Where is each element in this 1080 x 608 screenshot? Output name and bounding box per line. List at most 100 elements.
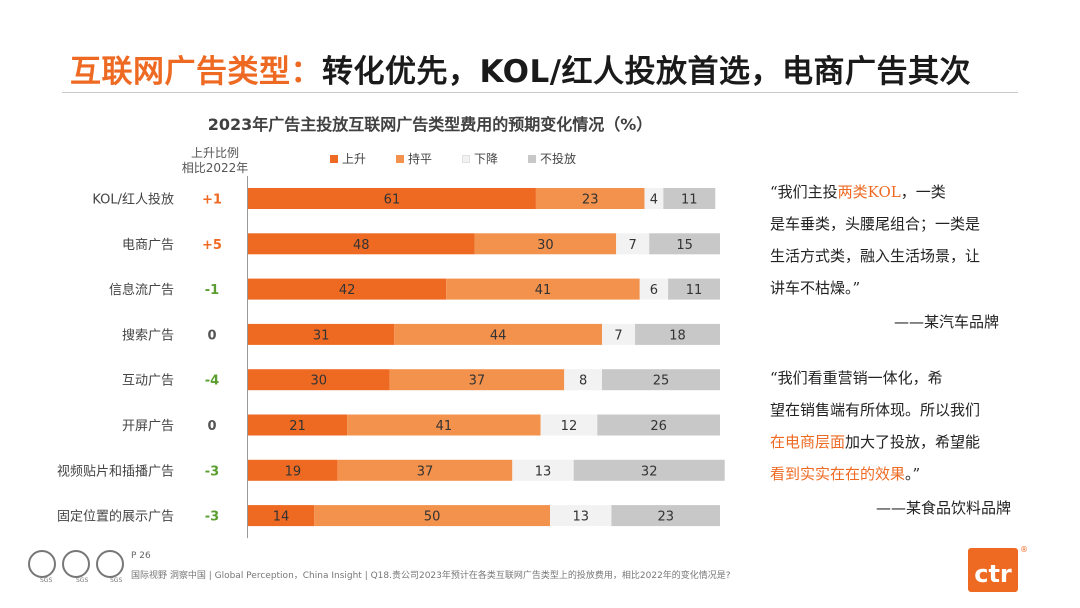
sgs-certification-icon-2 bbox=[62, 550, 90, 578]
bar-value-label: 7 bbox=[629, 238, 637, 253]
quote-food-brand-line: 在电商层面加大了投放，希望能 bbox=[770, 426, 1030, 458]
bar-value-label: 8 bbox=[579, 374, 587, 389]
bar-segment-持平 bbox=[446, 278, 640, 300]
bar-value-label: 61 bbox=[384, 193, 401, 208]
bar-value-label: 6 bbox=[650, 283, 658, 298]
sgs-certification-icon-3 bbox=[96, 550, 124, 578]
quote-auto-brand-text: ，一类 bbox=[900, 183, 946, 201]
rise-change-label: -1 bbox=[205, 283, 219, 298]
quote-food-brand-line: 看到实实在在的效果。” bbox=[770, 458, 1030, 490]
rise-column-header: 上升比例 相比2022年 bbox=[170, 146, 260, 176]
quote-auto-brand-text: 生活方式类，融入生活场景，让 bbox=[770, 247, 981, 265]
bar-segment-持平 bbox=[474, 233, 617, 255]
bar-value-label: 23 bbox=[582, 193, 599, 208]
bar-value-label: 12 bbox=[561, 419, 578, 434]
bar-value-label: 37 bbox=[469, 374, 486, 389]
bar-segment-上升 bbox=[248, 414, 348, 436]
bar-segment-下降 bbox=[512, 459, 574, 481]
quote-auto-brand-line: 讲车不枯燥。” bbox=[770, 272, 1030, 304]
bar-segment-不投放 bbox=[668, 278, 720, 300]
bar-segment-不投放 bbox=[663, 188, 716, 209]
bar-segment-下降 bbox=[602, 323, 636, 345]
quote-food-brand-line: “我们看重营销一体化，希 bbox=[770, 362, 1030, 394]
legend-label-rise: 上升 bbox=[342, 152, 367, 166]
bar-value-label: 4 bbox=[650, 193, 658, 208]
bar-segment-下降 bbox=[550, 505, 612, 527]
category-label: KOL/红人投放 bbox=[92, 192, 174, 208]
bar-value-label: 19 bbox=[285, 464, 302, 479]
legend-label-none: 不投放 bbox=[540, 152, 577, 166]
quote-food-brand-text: 。” bbox=[905, 465, 921, 483]
rise-change-label: +5 bbox=[202, 238, 222, 253]
chart-title: 2023年广告主投放互联网广告类型费用的预期变化情况（%） bbox=[207, 115, 653, 134]
bar-value-label: 44 bbox=[490, 328, 507, 343]
bar-segment-持平 bbox=[535, 188, 645, 209]
quote-auto-brand-line: “我们主投两类KOL，一类 bbox=[770, 176, 1030, 208]
bar-segment-不投放 bbox=[573, 459, 725, 481]
slide-title-highlight: 互联网广告类型： bbox=[70, 54, 322, 90]
sgs-label-2: SGS bbox=[76, 577, 89, 584]
sgs-label-3: SGS bbox=[110, 577, 123, 584]
quote-food-brand-line: 望在销售端有所体现。所以我们 bbox=[770, 394, 1030, 426]
bar-value-label: 23 bbox=[657, 510, 674, 525]
bar-value-label: 21 bbox=[289, 419, 306, 434]
quote-auto-brand-text: “我们主投 bbox=[770, 183, 838, 201]
rise-change-label: 0 bbox=[207, 328, 216, 343]
registered-mark: ® bbox=[1020, 545, 1028, 554]
bar-value-label: 41 bbox=[436, 419, 453, 434]
bar-segment-下降 bbox=[639, 278, 669, 300]
quote-food-brand: “我们看重营销一体化，希望在销售端有所体现。所以我们在电商层面加大了投放，希望能… bbox=[770, 362, 1030, 490]
bar-segment-持平 bbox=[314, 505, 551, 527]
bar-value-label: 48 bbox=[353, 238, 370, 253]
bar-segment-不投放 bbox=[635, 323, 720, 345]
bar-segment-不投放 bbox=[611, 505, 720, 527]
bar-value-label: 42 bbox=[339, 283, 356, 298]
bar-value-label: 37 bbox=[417, 464, 434, 479]
quote-food-brand-highlight: 在电商层面 bbox=[770, 433, 846, 451]
chart-legend: 上升 持平 下降 不投放 bbox=[330, 150, 606, 167]
quote-food-brand-source: ——某食品饮料品牌 bbox=[876, 499, 1012, 517]
legend-label-flat: 持平 bbox=[408, 152, 433, 166]
legend-swatch-flat bbox=[396, 154, 405, 163]
ctr-logo: ctr bbox=[968, 548, 1018, 592]
legend-item-flat: 持平 bbox=[396, 150, 432, 167]
legend-item-rise: 上升 bbox=[330, 150, 366, 167]
bar-value-label: 26 bbox=[650, 419, 667, 434]
legend-label-decline: 下降 bbox=[474, 152, 499, 166]
bar-segment-持平 bbox=[389, 369, 565, 391]
bar-segment-上升 bbox=[248, 505, 315, 527]
rise-header-line1: 上升比例 bbox=[190, 146, 239, 160]
category-label: 搜索广告 bbox=[122, 328, 174, 343]
bar-segment-上升 bbox=[248, 459, 338, 481]
rise-change-label: -3 bbox=[205, 510, 219, 525]
bar-segment-持平 bbox=[394, 323, 602, 345]
bar-segment-下降 bbox=[644, 188, 664, 209]
legend-swatch-rise bbox=[330, 154, 338, 163]
bar-value-label: 13 bbox=[572, 510, 589, 525]
bar-value-label: 18 bbox=[669, 328, 686, 343]
quote-food-brand-text: 望在销售端有所体现。所以我们 bbox=[770, 401, 981, 419]
slide-title-rest: 转化优先，KOL/红人投放首选，电商广告其次 bbox=[322, 54, 972, 90]
bar-value-label: 32 bbox=[641, 464, 658, 479]
bar-segment-持平 bbox=[337, 459, 513, 481]
quote-auto-brand: “我们主投两类KOL，一类是车垂类，头腰尾组合；一类是 生活方式类，融入生活场景，… bbox=[770, 176, 1030, 304]
slide-title: 互联网广告类型：转化优先，KOL/红人投放首选，电商广告其次 bbox=[70, 46, 971, 90]
sgs-label-1: SGS bbox=[40, 577, 53, 584]
legend-item-decline: 下降 bbox=[462, 150, 498, 167]
bar-value-label: 50 bbox=[424, 510, 441, 525]
rise-change-label: -4 bbox=[205, 374, 219, 389]
legend-swatch-decline bbox=[462, 154, 471, 163]
bar-value-label: 7 bbox=[614, 328, 622, 343]
bar-value-label: 11 bbox=[686, 283, 703, 298]
quote-auto-brand-text: 是车垂类，头腰尾组合；一类是 bbox=[770, 215, 981, 233]
bar-segment-下降 bbox=[564, 369, 602, 391]
bar-value-label: 25 bbox=[653, 374, 670, 389]
bar-value-label: 41 bbox=[535, 283, 552, 298]
quote-auto-brand-line: 生活方式类，融入生活场景，让 bbox=[770, 240, 1030, 272]
bar-segment-上升 bbox=[248, 233, 475, 255]
legend-swatch-none bbox=[528, 154, 537, 163]
rise-header-line2: 相比2022年 bbox=[181, 161, 249, 175]
footer-note: 国际视野 洞察中国 | Global Perception，China Insi… bbox=[131, 571, 731, 581]
quote-food-brand-highlight: 看到实实在在的效果 bbox=[770, 465, 906, 483]
